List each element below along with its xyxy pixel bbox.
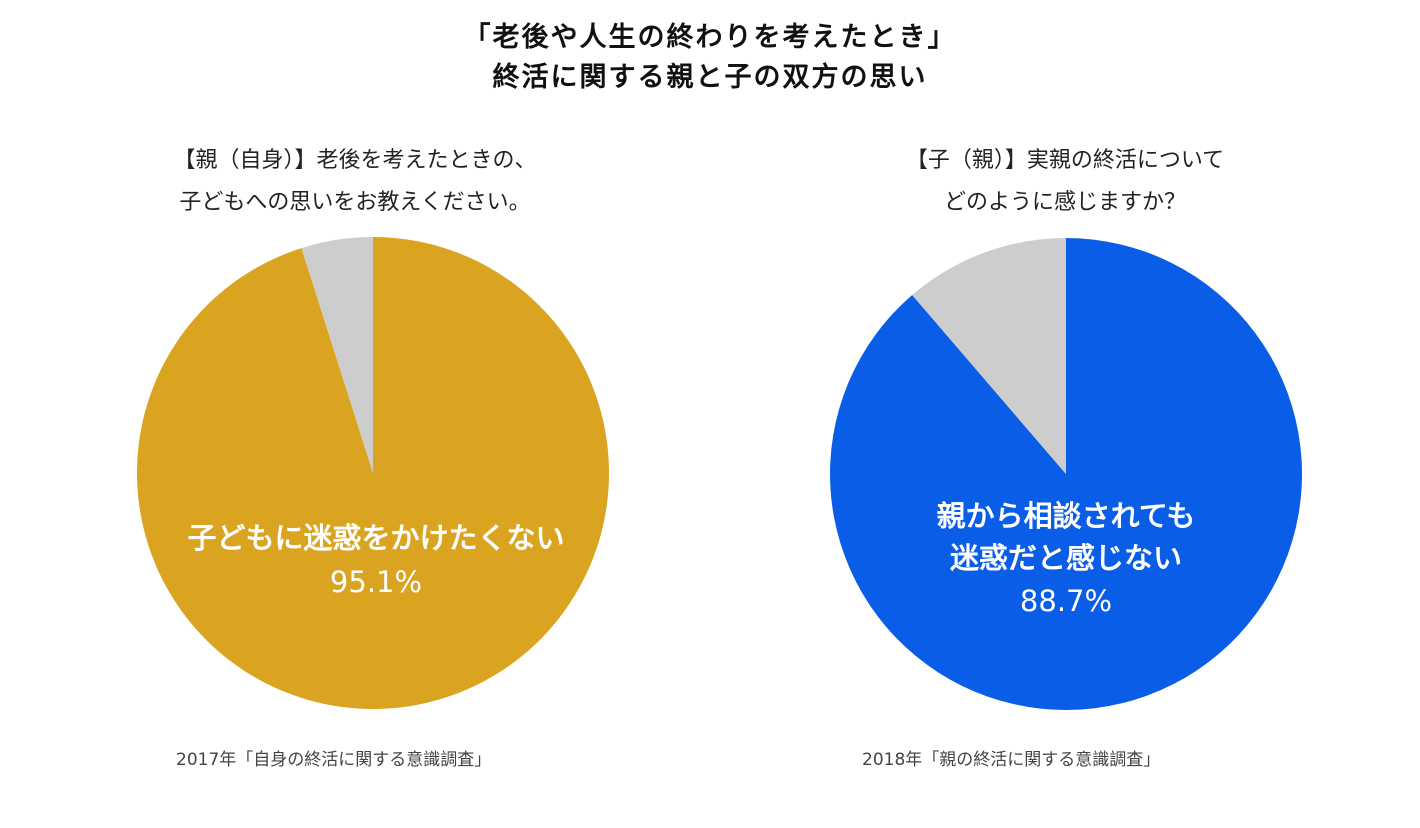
chart-title-line-2: 終活に関する親と子の双方の思い [492, 62, 928, 93]
right-question: 【子（親）】実親の終活について どのように感じますか？ [710, 140, 1420, 224]
right-pie-value: 88.7% [1020, 584, 1112, 618]
left-panel: 【親（自身）】老後を考えたときの、 子どもへの思いをお教えください。 子どもに迷… [0, 140, 710, 770]
left-source-note: 2017年「自身の終活に関する意識調査」 [176, 750, 492, 770]
right-pie-chart: 親から相談されても 迷惑だと感じない 88.7% [830, 237, 1303, 710]
right-pie-slice-main [830, 237, 1303, 710]
left-pie-slice-main [137, 237, 610, 709]
left-pie-slice-rest [301, 237, 373, 473]
left-pie-value: 95.1% [330, 565, 422, 599]
right-panel: 【子（親）】実親の終活について どのように感じますか？ 親から相談されても 迷惑… [710, 0, 1420, 828]
left-question: 【親（自身）】老後を考えたときの、 子どもへの思いをお教えください。 [0, 140, 710, 224]
left-pie-label: 子どもに迷惑をかけたくない [187, 521, 564, 555]
right-pie-label-line-2: 迷惑だと感じない [950, 541, 1182, 575]
right-pie-label-line-1: 親から相談されても [937, 499, 1196, 533]
left-pie-chart: 子どもに迷惑をかけたくない 95.1% [137, 237, 610, 709]
chart-title: 「老後や人生の終わりを考えたとき」 終活に関する親と子の双方の思い [0, 18, 1420, 98]
right-question-line-2: どのように感じますか？ [943, 190, 1186, 215]
right-pie-slice-rest [912, 238, 1066, 474]
left-question-line-1: 【親（自身）】老後を考えたときの、 [173, 148, 537, 173]
right-source-note: 2018年「親の終活に関する意識調査」 [862, 750, 1161, 770]
chart-title-line-1: 「老後や人生の終わりを考えたとき」 [463, 22, 957, 53]
left-question-line-2: 子どもへの思いをお教えください。 [179, 190, 531, 215]
right-question-line-1: 【子（親）】実親の終活について [905, 148, 1225, 173]
